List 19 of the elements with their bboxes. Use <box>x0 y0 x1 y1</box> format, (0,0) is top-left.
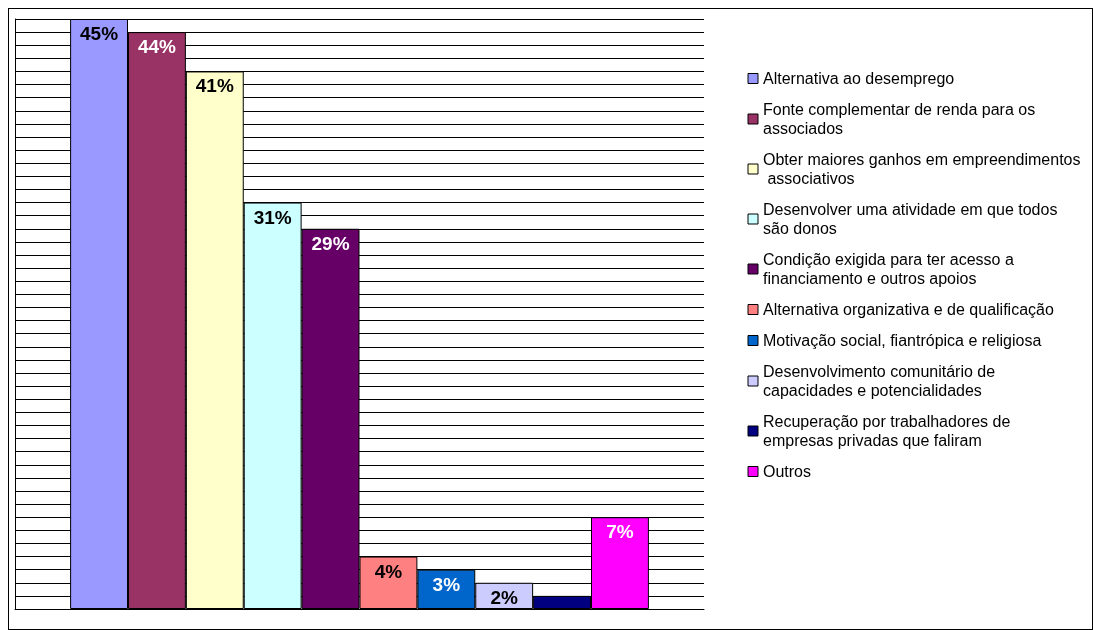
legend-label: Desenvolver uma atividade em que todos são donos <box>763 201 1062 237</box>
legend-label: Obter maiores ganhos em empreendimentos associativos <box>763 151 1081 187</box>
legend-label: Fonte complementar de renda para os associados <box>763 101 1040 137</box>
data-label: 31% <box>253 206 292 228</box>
data-label: 2% <box>490 586 519 608</box>
data-label: 7% <box>606 521 634 543</box>
data-label: 3% <box>432 573 461 595</box>
data-label: 45% <box>80 23 119 44</box>
legend-label: Motivação social, fiantrópica e religiosa <box>763 332 1042 349</box>
data-label: 44% <box>137 36 177 58</box>
data-label: 29% <box>311 232 350 254</box>
data-label: 4% <box>374 560 403 582</box>
legend-label: Alternativa organizativa e de qualificação <box>763 301 1054 318</box>
legend-label: Condição exigida para ter acesso a financiamento e outros apoios <box>763 251 1019 287</box>
legend-label: Alternativa ao desemprego <box>763 70 955 87</box>
legend-label: Desenvolvimento comunitário de capacidades e potencialidades <box>763 363 1000 399</box>
legend-label: Outros <box>763 463 812 480</box>
data-label: 41% <box>195 75 234 97</box>
legend-label: Recuperação por trabalhadores de empresas privadas que faliram <box>763 413 1015 449</box>
